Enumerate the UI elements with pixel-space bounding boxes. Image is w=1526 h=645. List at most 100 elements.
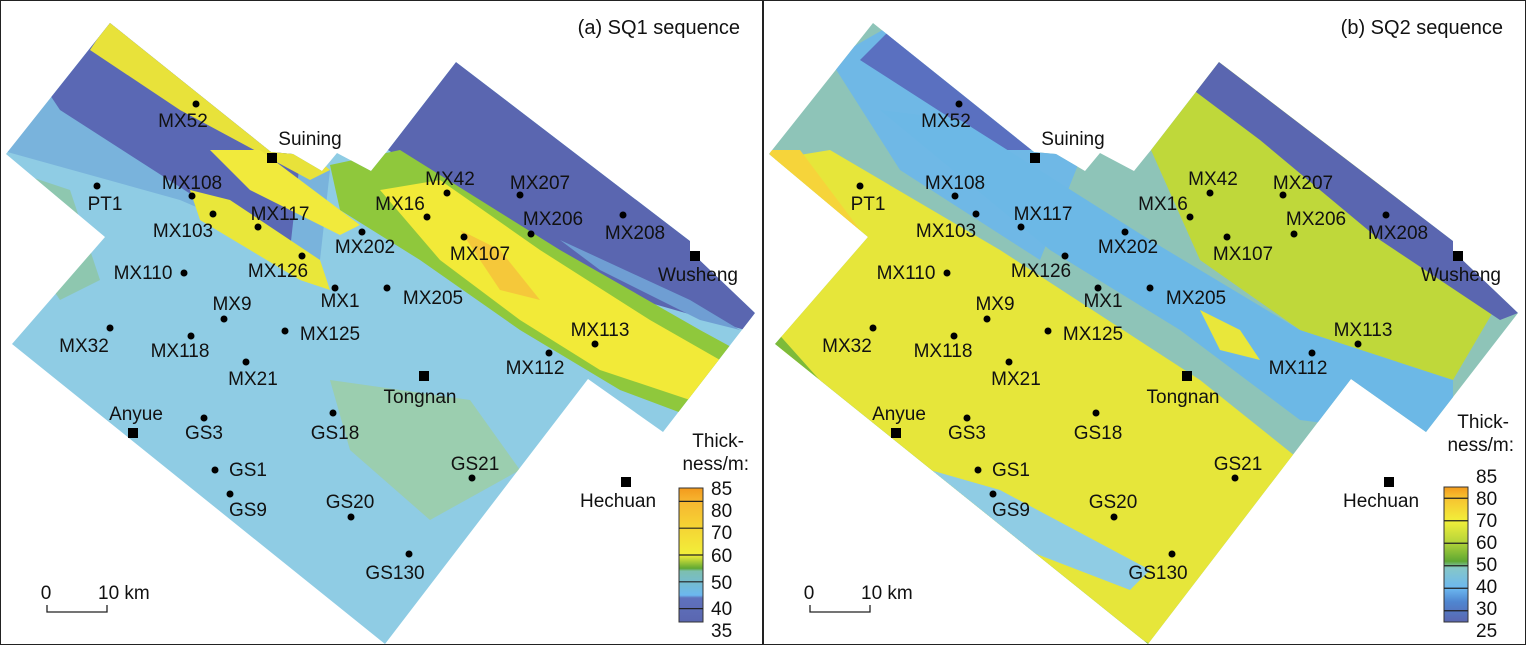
well-marker: MX107	[1213, 233, 1273, 265]
town-marker: Tongnan	[1147, 371, 1219, 408]
town-square-icon	[1384, 477, 1394, 487]
panel-title: (a) SQ1 sequence	[578, 17, 740, 39]
town-label: Suining	[1041, 129, 1104, 150]
well-label: GS20	[326, 492, 375, 513]
well-marker: MX118	[914, 332, 972, 362]
scale-end: 10 km	[98, 583, 150, 604]
scale-bar-line	[46, 605, 108, 613]
town-marker: Hechuan	[1343, 477, 1419, 512]
well-marker: GS18	[1074, 409, 1123, 444]
well-marker: MX207	[510, 173, 570, 199]
well-dot-icon	[1231, 474, 1239, 482]
well-label: MX42	[425, 169, 475, 190]
well-dot-icon	[1168, 550, 1176, 558]
well-label: PT1	[851, 194, 886, 215]
well-dot-icon	[1061, 252, 1069, 260]
legend-tick-label: 40	[1476, 577, 1497, 598]
town-square-icon	[621, 477, 631, 487]
well-label: MX108	[925, 173, 985, 194]
well-dot-icon	[200, 414, 208, 422]
legend-tick-label: 50	[1476, 555, 1497, 576]
well-marker: GS1	[974, 460, 1030, 481]
well-marker: GS3	[185, 414, 223, 444]
well-marker: GS130	[365, 550, 425, 584]
well-label: MX1	[1083, 291, 1122, 312]
town-label: Hechuan	[1343, 491, 1419, 512]
well-label: PT1	[88, 194, 123, 215]
well-label: MX1	[320, 291, 359, 312]
well-label: GS9	[992, 500, 1030, 521]
well-marker: MX16	[1138, 194, 1194, 221]
well-marker: GS3	[948, 414, 986, 444]
legend-tick-label: 80	[711, 501, 732, 522]
well-label: MX52	[158, 111, 208, 132]
well-dot-icon	[951, 192, 959, 200]
town-label: Wusheng	[658, 265, 738, 286]
well-dot-icon	[1308, 349, 1316, 357]
well-label: MX208	[605, 223, 665, 244]
well-dot-icon	[331, 284, 339, 292]
well-marker: MX126	[248, 252, 308, 282]
well-marker: MX125	[1044, 324, 1123, 345]
well-marker: GS20	[326, 492, 375, 521]
well-marker: MX205	[383, 284, 463, 309]
well-dot-icon	[591, 340, 599, 348]
well-label: GS18	[1074, 423, 1123, 444]
well-marker: GS18	[311, 409, 359, 444]
well-marker: MX112	[1269, 349, 1328, 379]
well-dot-icon	[405, 550, 413, 558]
well-dot-icon	[943, 269, 951, 277]
well-label: MX103	[153, 221, 213, 242]
well-dot-icon	[955, 100, 963, 108]
well-label: MX108	[162, 173, 222, 194]
well-label: MX125	[1063, 324, 1123, 345]
well-dot-icon	[298, 252, 306, 260]
scale-start: 0	[804, 583, 815, 604]
well-dot-icon	[220, 315, 228, 323]
well-marker: MX52	[921, 100, 971, 132]
well-dot-icon	[983, 315, 991, 323]
well-marker: GS130	[1128, 550, 1188, 584]
well-marker: MX21	[991, 358, 1041, 390]
well-marker: MX206	[1286, 209, 1346, 238]
well-dot-icon	[188, 192, 196, 200]
scale-bar-line	[809, 605, 871, 613]
well-dot-icon	[358, 228, 366, 236]
well-label: MX118	[151, 341, 210, 362]
well-dot-icon	[1382, 211, 1390, 219]
well-marker: GS9	[989, 490, 1030, 521]
well-label: MX52	[921, 111, 971, 132]
well-label: MX207	[1273, 173, 1333, 194]
well-dot-icon	[281, 327, 289, 335]
well-marker: MX1	[320, 284, 360, 312]
well-marker: MX202	[1098, 228, 1158, 258]
town-label: Anyue	[872, 404, 926, 425]
well-marker: MX9	[212, 294, 252, 323]
well-label: GS21	[451, 454, 500, 475]
town-label: Tongnan	[384, 387, 457, 408]
legend-tick-label: 40	[711, 599, 732, 620]
well-marker: MX207	[1273, 173, 1333, 199]
well-dot-icon	[1044, 327, 1052, 335]
well-marker: MX208	[1368, 211, 1428, 244]
well-label: MX205	[1166, 288, 1226, 309]
well-label: MX16	[375, 194, 425, 215]
legend-tick-label: 35	[711, 621, 732, 642]
legend-tick-label: 70	[1476, 511, 1497, 532]
town-marker: Suining	[1030, 129, 1105, 163]
well-label: GS1	[229, 460, 267, 481]
well-dot-icon	[1279, 191, 1287, 199]
town-square-icon	[690, 251, 700, 261]
well-marker: MX108	[162, 173, 222, 200]
town-marker: Hechuan	[580, 477, 656, 512]
well-marker: GS1	[211, 460, 267, 481]
well-label: MX112	[1269, 358, 1328, 379]
well-marker: PT1	[851, 182, 886, 215]
well-dot-icon	[1094, 284, 1102, 292]
well-label: MX208	[1368, 223, 1428, 244]
well-dot-icon	[1146, 284, 1154, 292]
well-dot-icon	[242, 358, 250, 366]
well-label: MX207	[510, 173, 570, 194]
